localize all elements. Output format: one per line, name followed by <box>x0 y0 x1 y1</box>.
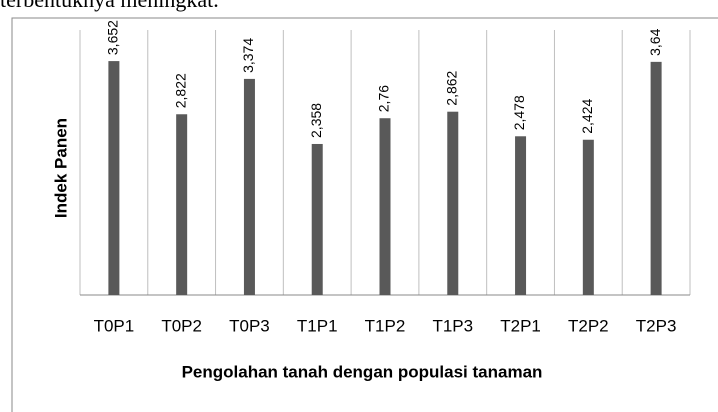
data-label: 3,374 <box>240 38 256 73</box>
caption: terbentuknya meningkat. <box>0 0 219 13</box>
bar <box>311 143 323 295</box>
bar <box>243 78 255 295</box>
chart-frame <box>11 17 718 412</box>
data-label: 3,652 <box>105 20 121 55</box>
x-tick-label: T2P1 <box>500 316 541 335</box>
data-label: 3,64 <box>647 28 663 55</box>
data-label: 2,424 <box>579 99 595 134</box>
bar <box>379 118 391 295</box>
x-tick-label: T2P2 <box>568 316 609 335</box>
x-tick-label: T0P3 <box>229 316 270 335</box>
x-tick-label: T1P3 <box>432 316 473 335</box>
bar <box>108 61 120 295</box>
bar <box>650 61 662 295</box>
data-label: 2,862 <box>443 70 459 105</box>
bar <box>515 136 527 295</box>
bar <box>582 139 594 295</box>
data-label: 2,76 <box>376 85 392 112</box>
data-label: 2,478 <box>511 95 527 130</box>
x-tick-label: T0P1 <box>94 316 135 335</box>
x-tick-label: T1P2 <box>365 316 406 335</box>
bar <box>447 111 459 296</box>
y-axis-title: Indek Panen <box>51 118 70 218</box>
data-label: 2,358 <box>308 103 324 138</box>
x-tick-label: T2P3 <box>636 316 677 335</box>
data-label: 2,822 <box>172 73 188 108</box>
x-tick-label: T1P1 <box>297 316 338 335</box>
bar <box>176 114 188 295</box>
x-axis-title: Pengolahan tanah dengan populasi tanaman <box>182 362 543 381</box>
x-tick-label: T0P2 <box>161 316 202 335</box>
